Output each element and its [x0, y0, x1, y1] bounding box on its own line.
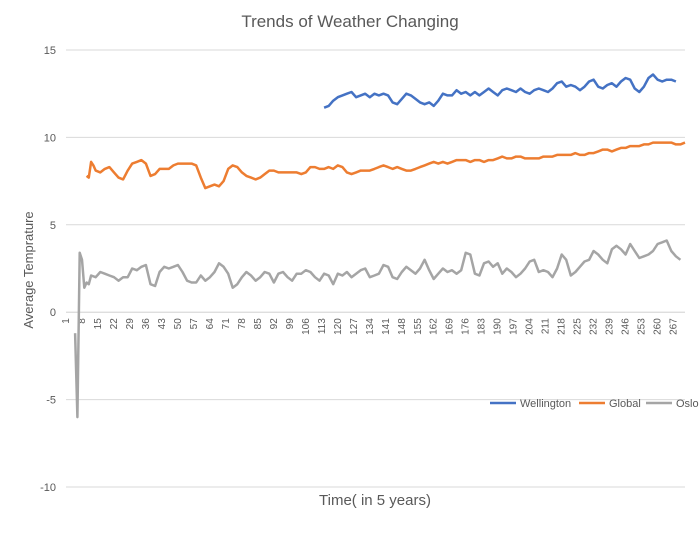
- y-tick-label: -10: [40, 482, 56, 494]
- x-tick-label: 190: [493, 318, 504, 335]
- x-axis-ticks: 1 8 15 22 29 36 43 50 57 64 71 78 85 92 99 106 113 120 127…: [61, 318, 680, 335]
- y-tick-label: 0: [50, 307, 56, 319]
- x-tick-label: 176: [461, 318, 472, 335]
- x-tick-label: 260: [653, 318, 664, 335]
- y-axis-ticks: -10 -5 0 5 10 15: [40, 45, 56, 494]
- x-tick-label: 113: [317, 318, 328, 334]
- x-tick-label: 225: [573, 318, 584, 335]
- x-tick-label: 162: [429, 318, 440, 335]
- x-tick-label: 120: [333, 318, 344, 335]
- x-tick-label: 232: [589, 318, 600, 335]
- x-tick-label: 22: [109, 318, 120, 330]
- x-tick-label: 8: [77, 318, 88, 324]
- x-tick-label: 99: [285, 318, 296, 330]
- x-tick-label: 85: [253, 318, 264, 330]
- legend-label: Oslo: [676, 398, 699, 410]
- grid-lines: [66, 49, 685, 488]
- y-tick-label: -5: [46, 395, 56, 407]
- x-tick-label: 1: [61, 318, 72, 324]
- legend-item-oslo: Oslo: [646, 398, 699, 410]
- series-line-wellington: [323, 73, 677, 109]
- x-tick-label: 106: [301, 318, 312, 335]
- x-tick-label: 197: [509, 318, 520, 335]
- x-tick-label: 183: [477, 318, 488, 335]
- x-tick-label: 169: [445, 318, 456, 335]
- x-tick-label: 36: [141, 318, 152, 330]
- x-tick-label: 253: [637, 318, 648, 335]
- x-tick-label: 29: [125, 318, 136, 330]
- x-tick-label: 267: [669, 318, 680, 335]
- y-tick-label: 15: [44, 45, 56, 57]
- legend-label: Global: [609, 398, 641, 410]
- x-tick-label: 127: [349, 318, 360, 335]
- x-tick-label: 218: [557, 318, 568, 335]
- series-line-global: [85, 141, 686, 190]
- x-axis-label: Time( in 5 years): [319, 492, 431, 509]
- x-tick-label: 78: [237, 318, 248, 330]
- x-tick-label: 155: [413, 318, 424, 335]
- x-tick-label: 141: [381, 318, 392, 335]
- y-axis-label: Average Temprature: [21, 211, 36, 328]
- x-tick-label: 239: [605, 318, 616, 335]
- legend-label: Wellington: [520, 398, 571, 410]
- x-tick-label: 50: [173, 318, 184, 330]
- y-tick-label: 5: [50, 220, 56, 232]
- legend: Wellington Global Oslo: [490, 398, 699, 410]
- x-tick-label: 204: [525, 318, 536, 335]
- x-tick-label: 134: [365, 318, 376, 335]
- x-tick-label: 148: [397, 318, 408, 335]
- x-tick-label: 246: [621, 318, 632, 335]
- x-tick-label: 92: [269, 318, 280, 330]
- x-tick-label: 64: [205, 318, 216, 330]
- x-tick-label: 71: [221, 318, 232, 330]
- series-line-oslo: [73, 239, 682, 419]
- series-lines: [73, 73, 686, 419]
- x-tick-label: 211: [541, 318, 552, 334]
- legend-item-wellington: Wellington: [490, 398, 571, 410]
- y-tick-label: 10: [44, 132, 56, 144]
- legend-item-global: Global: [579, 398, 641, 410]
- x-tick-label: 43: [157, 318, 168, 330]
- x-tick-label: 57: [189, 318, 200, 330]
- chart-title: Trends of Weather Changing: [241, 12, 458, 31]
- x-tick-label: 15: [93, 318, 104, 330]
